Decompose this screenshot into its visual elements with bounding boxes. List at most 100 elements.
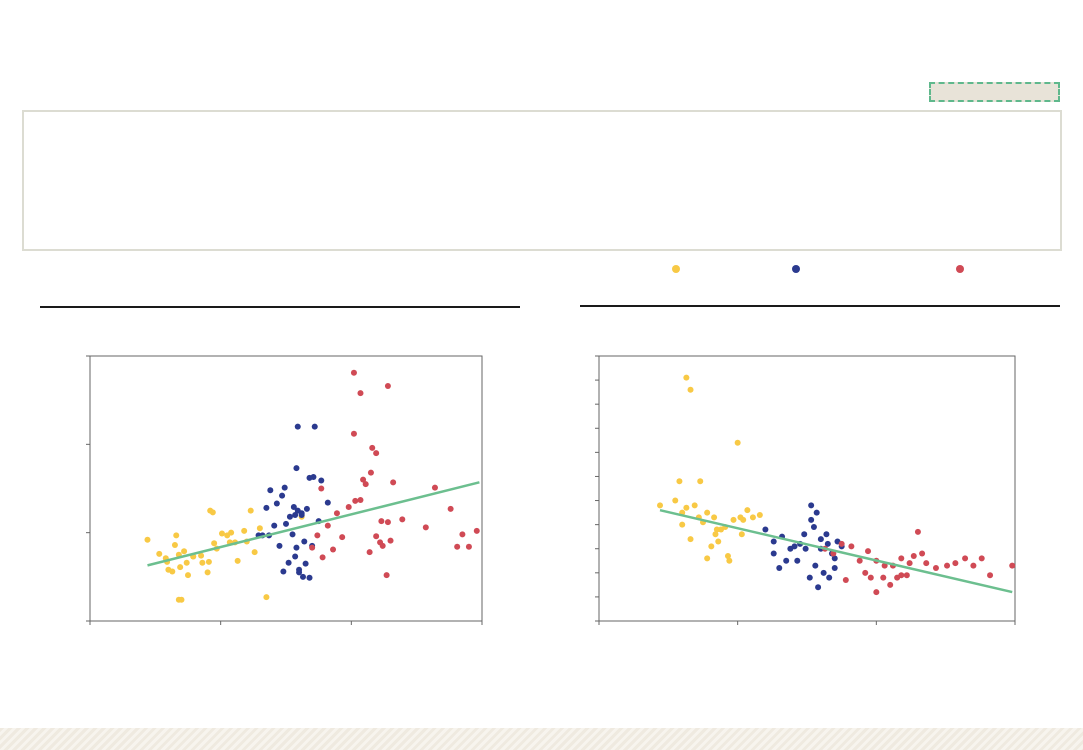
data-point-series-3 — [862, 569, 869, 576]
legend-dot-series-1 — [672, 265, 680, 273]
data-point-series-3 — [978, 555, 985, 562]
data-point-series-3 — [914, 528, 921, 535]
data-point-series-2 — [813, 509, 820, 516]
data-point-series-1 — [251, 549, 258, 556]
data-point-series-3 — [473, 527, 480, 534]
data-point-series-3 — [881, 562, 888, 569]
data-point-series-2 — [281, 484, 288, 491]
data-point-series-1 — [198, 552, 205, 559]
data-point-series-2 — [831, 565, 838, 571]
data-point-series-2 — [824, 540, 831, 547]
data-point-series-3 — [932, 565, 939, 571]
data-point-series-2 — [301, 538, 308, 545]
data-point-series-2 — [810, 524, 817, 531]
data-point-series-1 — [177, 564, 184, 571]
data-point-series-2 — [826, 574, 833, 581]
data-point-series-2 — [806, 574, 813, 581]
data-point-series-2 — [823, 531, 830, 538]
data-point-series-3 — [454, 543, 461, 550]
data-point-series-3 — [944, 562, 951, 569]
data-point-series-2 — [820, 569, 827, 576]
data-point-series-1 — [171, 542, 178, 549]
data-point-series-1 — [711, 514, 718, 521]
data-point-series-2 — [762, 526, 769, 533]
data-point-series-2 — [801, 531, 808, 538]
data-point-series-3 — [431, 484, 438, 491]
data-point-series-1 — [715, 538, 722, 545]
data-point-series-1 — [657, 502, 664, 509]
data-point-series-1 — [234, 557, 241, 564]
data-point-series-2 — [808, 502, 815, 509]
data-point-series-2 — [311, 423, 318, 430]
data-point-series-3 — [330, 546, 337, 553]
data-point-series-2 — [299, 573, 306, 580]
plot-frame — [89, 355, 483, 622]
data-point-series-1 — [687, 386, 694, 393]
data-point-series-3 — [373, 533, 380, 540]
data-point-series-3 — [357, 390, 364, 397]
data-point-series-1 — [730, 516, 737, 523]
data-point-series-2 — [794, 557, 801, 564]
data-point-series-3 — [333, 510, 340, 517]
data-point-series-3 — [357, 496, 364, 503]
data-point-series-2 — [812, 562, 819, 569]
data-point-series-1 — [173, 532, 180, 539]
data-point-series-3 — [384, 519, 391, 526]
data-point-series-1 — [744, 507, 751, 514]
data-point-series-3 — [366, 549, 373, 556]
data-point-series-1 — [672, 497, 679, 504]
data-point-series-3 — [387, 537, 394, 544]
data-point-series-1 — [683, 374, 690, 381]
data-point-series-2 — [293, 465, 300, 472]
data-point-series-3 — [952, 560, 959, 567]
chart-2-title-rule — [580, 305, 1060, 307]
data-point-series-2 — [294, 423, 301, 430]
data-point-series-1 — [228, 529, 235, 536]
data-point-series-1 — [183, 559, 190, 566]
data-point-series-1 — [712, 531, 719, 538]
data-point-series-3 — [867, 574, 874, 581]
data-point-series-1 — [726, 557, 733, 564]
data-point-series-1 — [185, 572, 191, 579]
data-point-series-3 — [842, 577, 849, 584]
data-point-series-2 — [280, 568, 287, 575]
data-point-series-3 — [314, 532, 321, 539]
data-point-series-3 — [339, 534, 346, 541]
data-point-series-3 — [309, 544, 316, 551]
data-point-series-3 — [459, 531, 466, 538]
data-point-series-3 — [369, 444, 376, 451]
data-point-series-3 — [350, 430, 357, 437]
data-point-series-3 — [923, 560, 930, 567]
data-point-series-1 — [181, 548, 188, 555]
chart-legend — [660, 262, 1080, 278]
data-point-series-3 — [373, 450, 380, 457]
data-point-series-1 — [256, 525, 263, 532]
data-point-series-2 — [292, 512, 299, 518]
data-point-series-1 — [756, 512, 763, 518]
data-point-series-2 — [271, 522, 278, 529]
data-point-series-3 — [399, 516, 406, 523]
data-point-series-3 — [919, 550, 926, 557]
data-point-series-2 — [783, 557, 790, 564]
data-point-series-2 — [263, 504, 270, 511]
data-point-series-3 — [903, 572, 910, 579]
data-point-series-3 — [447, 505, 454, 512]
data-point-series-3 — [352, 497, 359, 504]
data-point-series-1 — [738, 531, 745, 538]
data-point-series-2 — [787, 545, 794, 552]
data-point-series-3 — [318, 485, 325, 492]
data-point-series-3 — [970, 562, 977, 569]
data-point-series-3 — [319, 554, 326, 561]
legend-dot-series-3 — [956, 265, 964, 273]
data-point-series-2 — [273, 500, 280, 507]
data-point-series-2 — [267, 487, 274, 494]
data-point-series-3 — [360, 476, 367, 483]
data-point-series-2 — [286, 513, 293, 520]
data-point-series-2 — [815, 584, 822, 591]
data-point-series-2 — [289, 531, 296, 538]
data-point-series-1 — [713, 526, 720, 533]
data-point-series-3 — [987, 572, 994, 579]
data-point-series-1 — [704, 509, 711, 516]
